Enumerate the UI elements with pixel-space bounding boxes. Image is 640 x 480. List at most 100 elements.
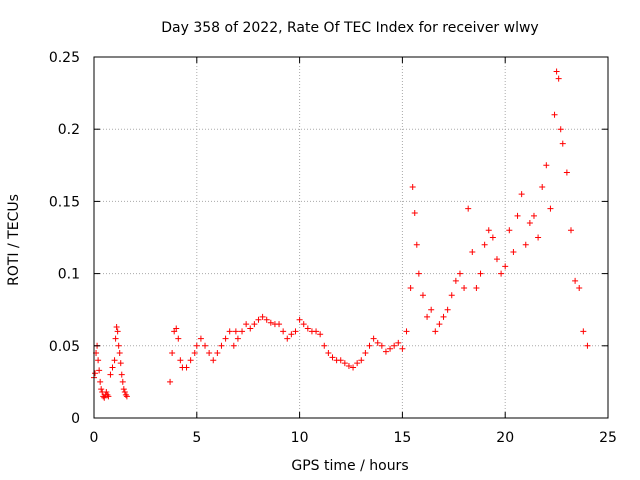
data-point [321,342,328,349]
data-point [411,209,418,216]
data-point [226,328,233,335]
data-point [105,393,112,400]
data-point [366,342,373,349]
y-tick-label: 0.05 [49,339,80,355]
data-point [465,205,472,212]
data-point [183,364,190,371]
data-point [206,350,213,357]
data-point [113,324,120,331]
data-point [374,339,381,346]
data-point [572,277,579,284]
data-point [109,364,116,371]
data-point [535,234,542,241]
data-point [395,339,402,346]
data-point [553,68,560,75]
grid-lines [94,57,608,418]
data-point [440,313,447,320]
data-point [391,342,398,349]
data-point [551,111,558,118]
data-point [263,316,270,323]
data-point [415,270,422,277]
data-point [95,357,102,364]
data-point [448,292,455,299]
x-tick-label: 20 [496,430,514,446]
y-tick-label: 0.15 [49,194,80,210]
data-point [243,321,250,328]
data-point [424,313,431,320]
data-point [456,270,463,277]
data-point [350,364,357,371]
data-point [518,191,525,198]
data-point [539,183,546,190]
data-point [284,335,291,342]
data-point [557,126,564,133]
data-point [247,325,254,332]
data-point [452,277,459,284]
x-tick-label: 5 [192,430,201,446]
data-point [173,325,180,332]
data-point [97,378,104,385]
x-axis-label: GPS time / hours [291,458,408,474]
data-point [317,331,324,338]
plot-frame [93,56,609,419]
data-point [576,285,583,292]
data-point [96,367,103,374]
data-point [378,342,385,349]
data-point [341,360,348,367]
x-tick-label: 0 [90,430,99,446]
data-point [370,335,377,342]
data-point [104,391,111,398]
data-point [255,316,262,323]
data-point [98,386,105,393]
data-point [123,393,130,400]
data-point [409,183,416,190]
data-point [473,285,480,292]
data-point [175,335,182,342]
data-point [296,316,303,323]
data-point [325,350,332,357]
data-point [107,371,114,378]
y-tick-label: 0 [71,411,80,427]
data-point [92,370,99,377]
data-point [563,169,570,176]
data-point [547,205,554,212]
y-axis-label: ROTI / TECUs [6,194,22,286]
data-point [337,357,344,364]
data-point [506,227,513,234]
data-point [407,285,414,292]
data-point [444,306,451,313]
data-point [345,363,352,370]
data-point [101,394,108,401]
data-point [477,270,484,277]
data-point [112,335,119,342]
data-point [167,378,174,385]
data-point [115,342,122,349]
data-point [234,335,241,342]
data-point [122,391,129,398]
data-point [193,342,200,349]
data-point [354,360,361,367]
data-point [121,389,128,396]
data-point [510,248,517,255]
data-point [300,321,307,328]
data-point [251,321,258,328]
data-point [292,328,299,335]
data-point [120,386,127,393]
data-point [218,342,225,349]
data-point [502,263,509,270]
data-point [413,241,420,248]
data-point [543,162,550,169]
data-point [187,357,194,364]
data-point [432,328,439,335]
data-point [169,350,176,357]
data-point [114,328,121,335]
x-tick-label: 25 [599,430,617,446]
data-point [119,378,126,385]
data-point [202,342,209,349]
x-tick-labels: 0 5 10 15 20 25 [90,430,617,446]
data-point [526,220,533,227]
y-tick-labels: 0 0.05 0.1 0.15 0.2 0.25 [49,50,80,427]
data-point [267,319,274,326]
data-point [461,285,468,292]
